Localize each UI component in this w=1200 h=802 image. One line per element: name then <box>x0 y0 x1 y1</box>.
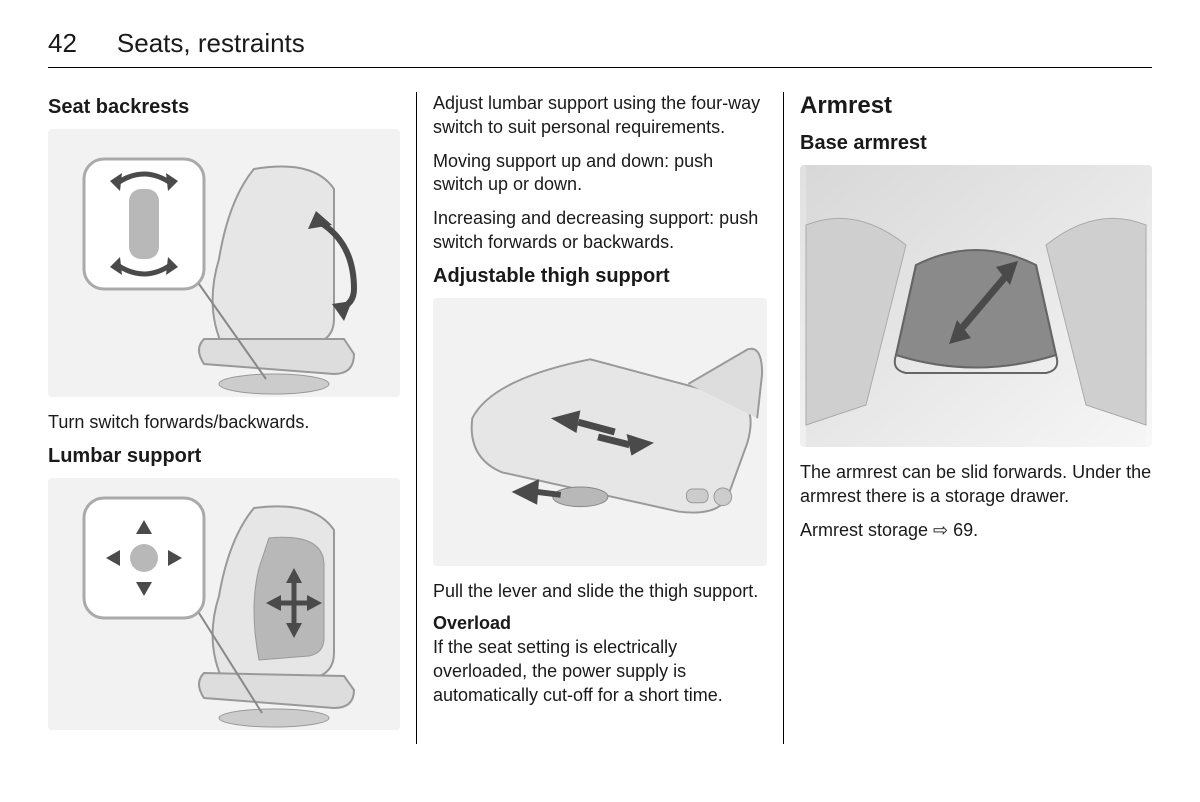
seat-backrest-text: Turn switch forwards/backwards. <box>48 411 400 435</box>
overload-heading: Overload <box>433 613 767 634</box>
thigh-support-heading: Adjustable thigh support <box>433 265 767 288</box>
lumbar-svg <box>48 478 400 730</box>
page-number: 42 <box>48 28 77 59</box>
base-armrest-heading: Base armrest <box>800 132 1152 155</box>
column-2: Adjust lumbar support using the four-way… <box>416 92 784 744</box>
column-3: Armrest Base armrest <box>784 92 1152 744</box>
armrest-reference: Armrest storage ⇨ 69. <box>800 519 1152 543</box>
thigh-support-text: Pull the lever and slide the thigh suppo… <box>433 580 767 604</box>
overload-text: If the seat setting is electrically over… <box>433 636 767 707</box>
base-armrest-illustration <box>800 165 1152 447</box>
lumbar-text-2: Moving support up and down: push switch … <box>433 150 767 198</box>
armrest-svg <box>800 165 1152 447</box>
column-1: Seat backrests <box>48 92 416 744</box>
seat-backrest-svg <box>48 129 400 397</box>
seat-backrest-illustration <box>48 129 400 397</box>
page-header: 42 Seats, restraints <box>48 28 1152 68</box>
armrest-heading: Armrest <box>800 92 1152 120</box>
lumbar-support-illustration <box>48 478 400 730</box>
seat-backrests-heading: Seat backrests <box>48 96 400 119</box>
lumbar-text-3: Increasing and decreasing support: push … <box>433 207 767 255</box>
chapter-title: Seats, restraints <box>117 28 305 59</box>
armrest-text-1: The armrest can be slid forwards. Under … <box>800 461 1152 509</box>
lumbar-support-heading: Lumbar support <box>48 445 400 468</box>
thigh-svg <box>433 298 767 566</box>
thigh-support-illustration <box>433 298 767 566</box>
lumbar-text-1: Adjust lumbar support using the four-way… <box>433 92 767 140</box>
content-columns: Seat backrests <box>48 92 1152 744</box>
